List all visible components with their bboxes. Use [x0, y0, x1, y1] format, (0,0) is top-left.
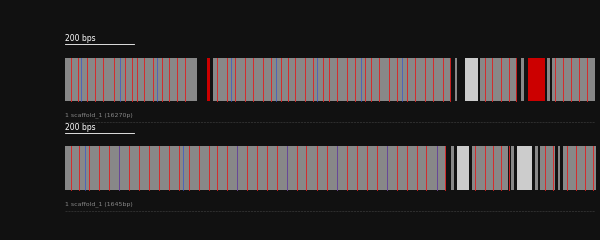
- Bar: [511, 146, 514, 190]
- Bar: [540, 146, 555, 190]
- Bar: [465, 58, 478, 101]
- Text: 1 scaffold_1 (16270p): 1 scaffold_1 (16270p): [65, 113, 133, 119]
- Bar: [472, 146, 508, 190]
- Bar: [207, 58, 210, 101]
- Text: 1 scaffold_1 (1645bp): 1 scaffold_1 (1645bp): [65, 202, 133, 207]
- Bar: [528, 58, 545, 101]
- Bar: [65, 58, 197, 101]
- Bar: [65, 146, 446, 190]
- Bar: [563, 146, 596, 190]
- Text: 200 bps: 200 bps: [65, 123, 95, 132]
- Bar: [480, 58, 516, 101]
- Bar: [213, 58, 450, 101]
- Bar: [552, 58, 595, 101]
- Bar: [521, 58, 524, 101]
- Bar: [457, 146, 469, 190]
- Bar: [517, 146, 532, 190]
- Text: 200 bps: 200 bps: [65, 34, 95, 43]
- Bar: [535, 146, 538, 190]
- Bar: [558, 146, 560, 190]
- Bar: [455, 58, 457, 101]
- Bar: [547, 58, 550, 101]
- Bar: [451, 146, 454, 190]
